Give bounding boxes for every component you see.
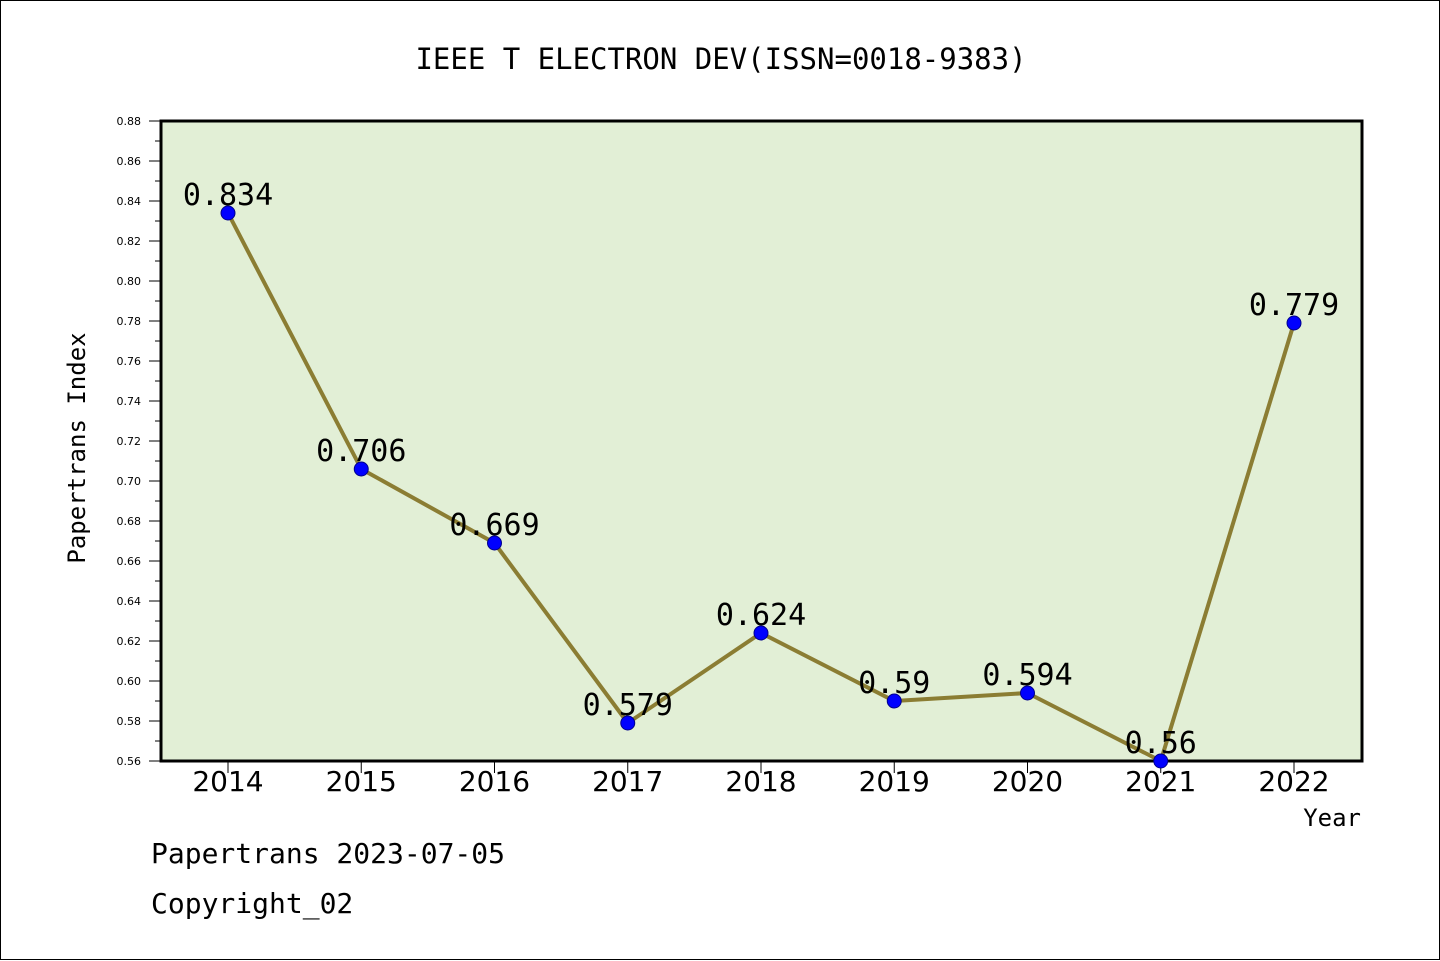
data-label: 0.59 <box>858 666 930 701</box>
footer-copyright: Copyright_02 <box>151 887 354 920</box>
data-point <box>753 625 769 641</box>
x-axis-label: Year <box>1303 804 1361 832</box>
y-tick-label: 0.86 <box>117 155 142 168</box>
data-label: 0.834 <box>183 178 273 213</box>
y-tick-label: 0.68 <box>117 515 142 528</box>
y-tick-label: 0.88 <box>117 115 142 128</box>
data-label: 0.594 <box>982 658 1072 693</box>
x-tick-label: 2019 <box>859 765 930 798</box>
x-tick-label: 2020 <box>992 765 1063 798</box>
y-tick-label: 0.64 <box>117 595 142 608</box>
chart-title: IEEE T ELECTRON DEV(ISSN=0018-9383) <box>415 42 1026 76</box>
y-tick-label: 0.84 <box>117 195 142 208</box>
x-tick-label: 2021 <box>1125 765 1196 798</box>
data-label: 0.706 <box>316 434 406 469</box>
data-point <box>620 715 636 731</box>
y-tick-label: 0.60 <box>117 675 142 688</box>
y-tick-label: 0.74 <box>117 395 142 408</box>
data-point <box>1020 685 1035 701</box>
data-point <box>353 461 369 477</box>
y-tick-label: 0.56 <box>117 755 142 768</box>
y-axis-label: Papertrans Index <box>63 332 91 563</box>
y-tick-label: 0.62 <box>117 635 142 648</box>
y-tick-label: 0.58 <box>117 715 142 728</box>
x-tick-label: 2015 <box>326 765 397 798</box>
x-axis-ticks: 2014 2015 2016 2017 2018 2019 2020 2021 2022 <box>192 761 1330 798</box>
data-label: 0.669 <box>449 508 539 543</box>
y-tick-label: 0.78 <box>117 315 142 328</box>
x-tick-label: 2017 <box>592 765 663 798</box>
data-label: 0.779 <box>1249 288 1339 323</box>
x-tick-label: 2018 <box>725 765 796 798</box>
x-tick-label: 2022 <box>1258 765 1329 798</box>
y-tick-label: 0.82 <box>117 235 142 248</box>
x-tick-label: 2014 <box>192 765 263 798</box>
footer-date: Papertrans 2023-07-05 <box>151 837 506 870</box>
y-tick-label: 0.70 <box>117 475 142 488</box>
data-point <box>1153 753 1169 769</box>
x-tick-label: 2016 <box>459 765 530 798</box>
data-label: 0.624 <box>716 598 806 633</box>
data-label: 0.579 <box>583 688 673 723</box>
data-point <box>487 535 502 551</box>
y-axis-ticks: 0.56 0.58 0.60 0.62 0.64 0.66 0.68 0.70 0.72 0.74… <box>117 115 161 768</box>
data-label: 0.56 <box>1125 726 1197 761</box>
data-point <box>886 693 902 709</box>
data-point <box>1286 315 1302 331</box>
data-labels: 0.834 0.706 0.669 0.579 0.624 0.59 0.594 0.56 0.… <box>183 178 1339 761</box>
y-tick-label: 0.76 <box>117 355 142 368</box>
y-tick-label: 0.72 <box>117 435 142 448</box>
y-tick-label: 0.66 <box>117 555 142 568</box>
data-point <box>220 205 236 221</box>
data-points <box>220 205 1302 769</box>
plot-area <box>159 119 1364 763</box>
y-tick-label: 0.80 <box>117 275 142 288</box>
